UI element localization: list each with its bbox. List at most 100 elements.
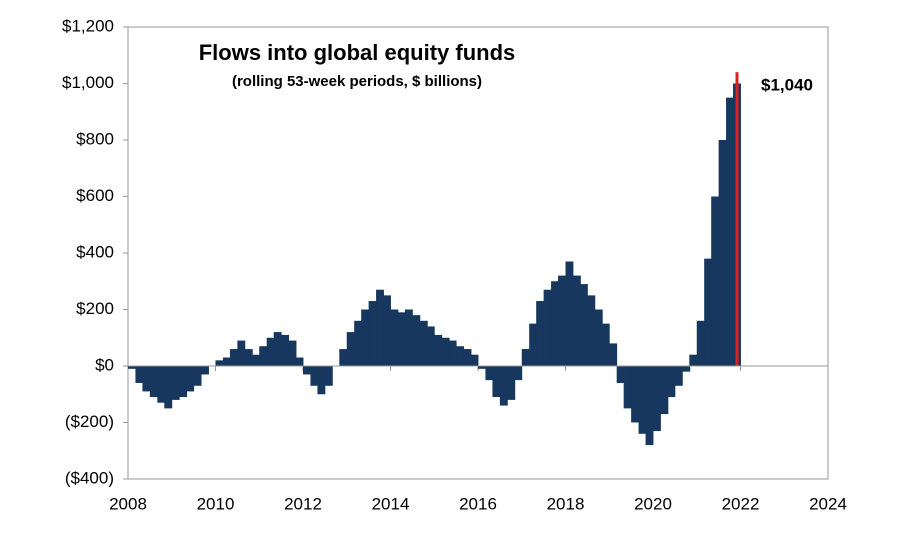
bar [281, 334, 290, 366]
y-tick-label: $1,000 [62, 73, 114, 92]
x-tick-label: 2014 [372, 494, 410, 513]
bar [478, 366, 486, 369]
bar [142, 366, 151, 392]
bar [383, 295, 391, 366]
bar [551, 281, 559, 366]
bar [601, 323, 610, 366]
chart-subtitle: (rolling 53-week periods, $ billions) [232, 73, 482, 90]
bar [397, 312, 406, 366]
bar [653, 366, 661, 431]
bar [711, 196, 720, 366]
bar [259, 346, 268, 366]
bar [674, 366, 683, 386]
bar [128, 366, 136, 369]
bar [303, 366, 311, 375]
bar [543, 289, 552, 366]
bar [426, 326, 435, 366]
bar [244, 349, 253, 366]
x-tick-label: 2012 [284, 494, 322, 513]
bar [616, 366, 625, 383]
bar [201, 366, 209, 375]
bar [558, 275, 566, 366]
bar [667, 366, 676, 398]
y-tick-label: $0 [95, 355, 114, 374]
bar [492, 366, 501, 398]
x-tick-label: 2022 [722, 494, 760, 513]
bar [317, 366, 326, 395]
bar [572, 275, 581, 366]
bar [660, 366, 669, 415]
bar [499, 366, 508, 406]
y-tick-label: $600 [76, 186, 114, 205]
bar [631, 366, 640, 423]
bar [186, 366, 195, 392]
bar [324, 366, 333, 386]
bar [448, 340, 457, 366]
bar [470, 354, 479, 366]
bar [266, 337, 275, 366]
bar [157, 366, 166, 403]
bar [339, 349, 348, 366]
x-tick-label: 2016 [459, 494, 497, 513]
bar [135, 366, 144, 383]
bar [419, 320, 428, 366]
y-tick-label: ($400) [65, 468, 114, 487]
bar [638, 366, 647, 434]
bar [594, 309, 603, 366]
bar [579, 284, 588, 366]
bar [237, 340, 246, 366]
y-tick-label: ($200) [65, 412, 114, 431]
y-tick-label: $200 [76, 299, 114, 318]
bar [346, 332, 355, 366]
bar [521, 349, 530, 366]
bar [463, 349, 472, 366]
bar [456, 346, 465, 366]
bar [354, 320, 363, 366]
y-tick-label: $800 [76, 129, 114, 148]
bar [623, 366, 632, 409]
bar [514, 366, 523, 381]
bar [726, 97, 734, 366]
x-tick-label: 2024 [809, 494, 847, 513]
bar [682, 366, 691, 372]
bar [565, 261, 574, 366]
bar [434, 334, 443, 366]
bar [229, 349, 238, 366]
y-tick-label: $400 [76, 242, 114, 261]
bar [696, 320, 705, 366]
bar [587, 295, 596, 366]
x-tick-label: 2018 [547, 494, 585, 513]
bar [179, 366, 188, 398]
bar [645, 366, 654, 446]
bar [164, 366, 173, 409]
bar [171, 366, 180, 400]
bar [251, 354, 260, 366]
x-tick-label: 2008 [109, 494, 147, 513]
bar [376, 289, 384, 366]
bar [704, 258, 713, 366]
bar [361, 309, 370, 366]
bar [485, 366, 494, 381]
data-label: $1,040 [761, 76, 813, 95]
bar [288, 340, 297, 366]
y-tick-label: $1,200 [62, 16, 114, 35]
bar [222, 357, 231, 366]
bar [368, 301, 377, 366]
bar [193, 366, 202, 386]
bar [689, 354, 698, 366]
x-tick-label: 2010 [197, 494, 235, 513]
bar [735, 72, 739, 366]
bar [310, 366, 319, 386]
bar [718, 140, 727, 366]
bar [273, 332, 282, 366]
bar [507, 366, 516, 400]
bar [404, 309, 413, 366]
bar [536, 301, 545, 366]
bar [215, 360, 224, 366]
bar [295, 357, 304, 366]
bar [441, 337, 450, 366]
bar [149, 366, 158, 398]
bar [609, 343, 618, 366]
